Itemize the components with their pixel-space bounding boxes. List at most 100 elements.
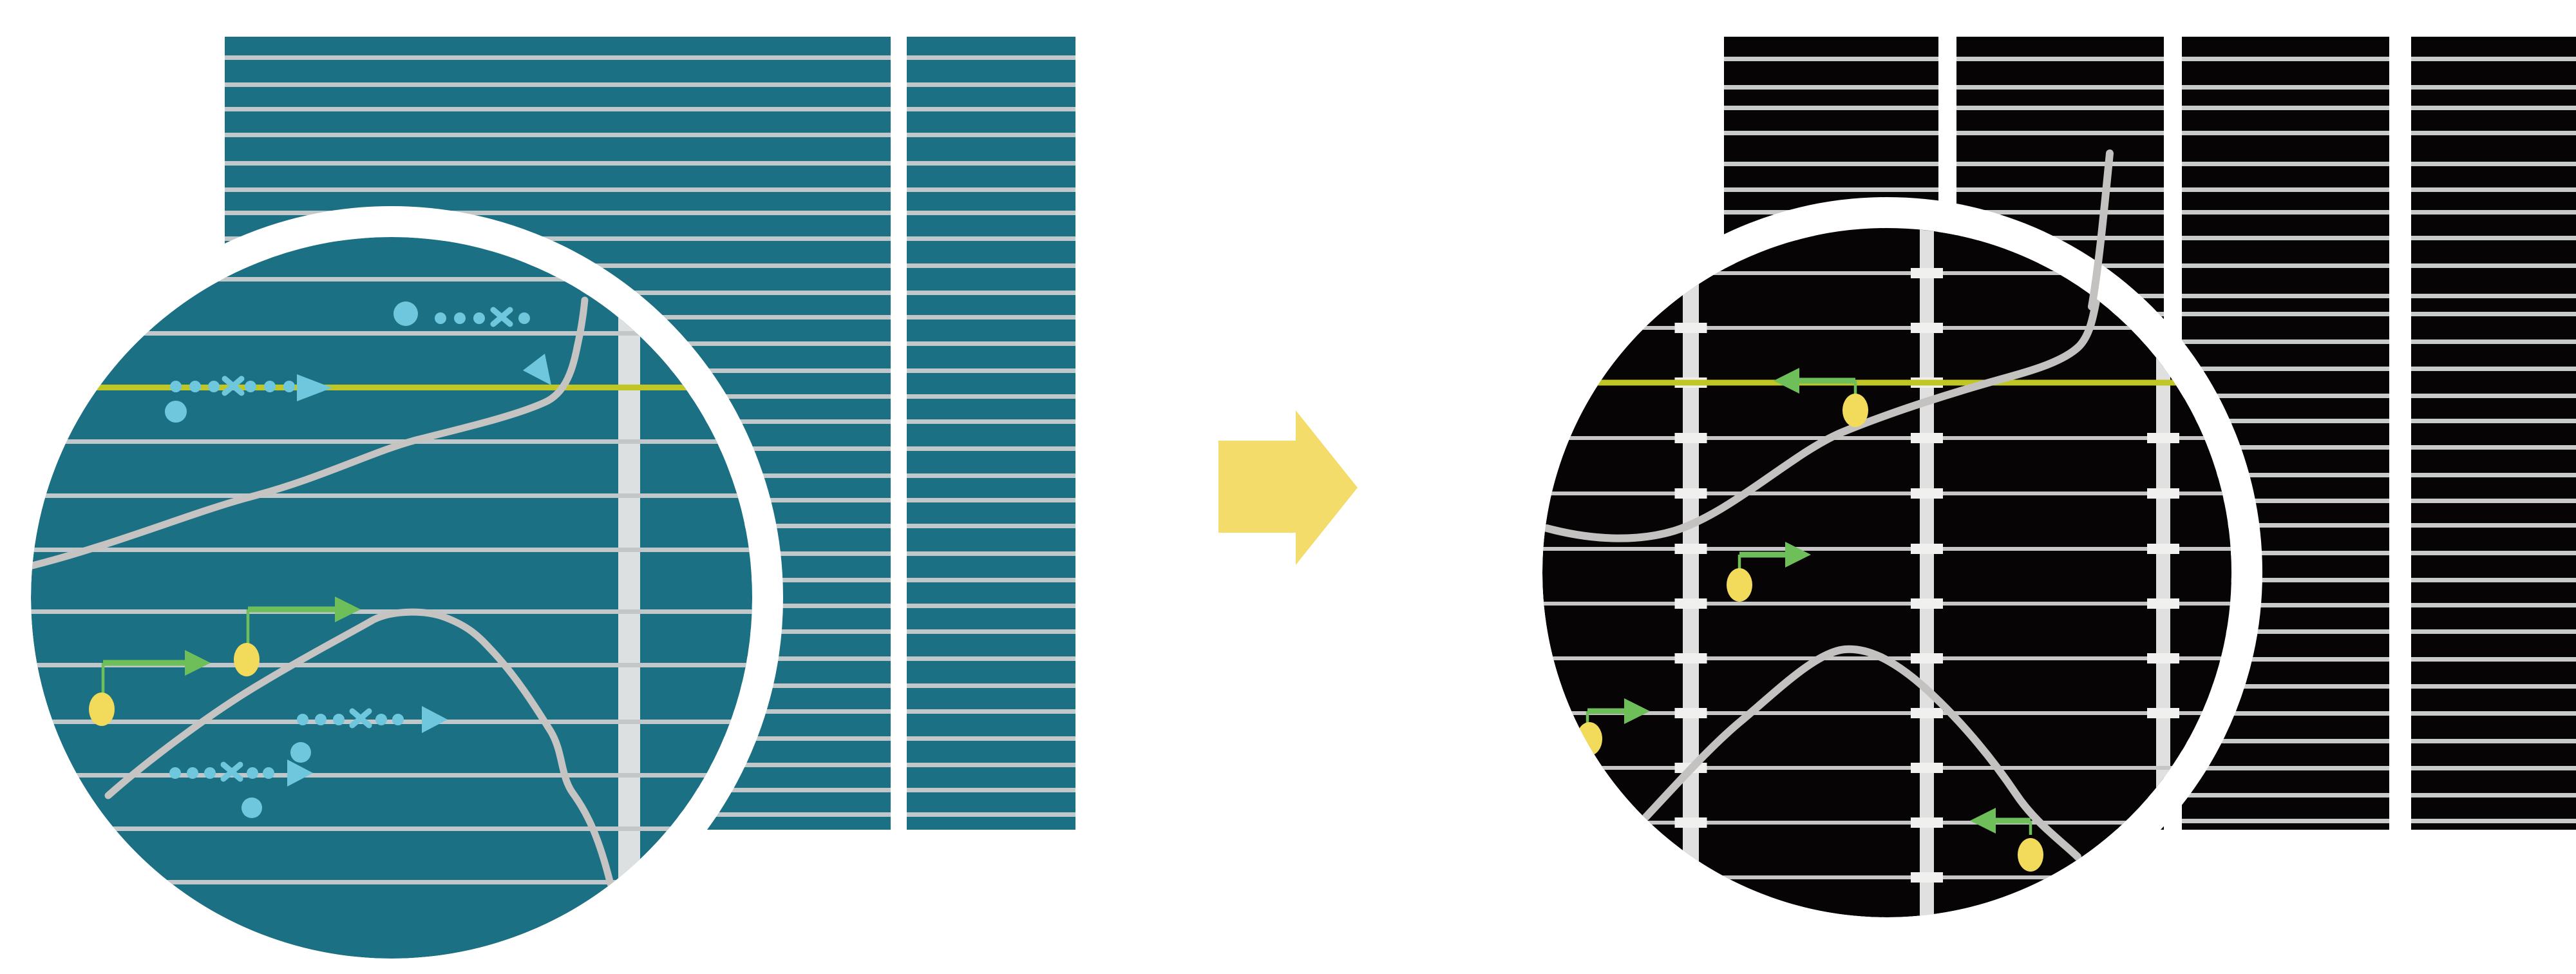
transform-arrow bbox=[1218, 410, 1358, 565]
blue-defect-arrow bbox=[290, 706, 448, 763]
busbar bbox=[1683, 228, 1699, 917]
grid-finger-line bbox=[1956, 57, 2164, 61]
magnified-finger-line bbox=[1542, 492, 2231, 495]
yellow-defect-dot bbox=[1727, 568, 1752, 602]
blue-arrow-head bbox=[287, 759, 313, 787]
grid-finger-line bbox=[1956, 85, 2164, 90]
grid-finger-line bbox=[907, 419, 1075, 424]
busbar-tick bbox=[1911, 653, 1943, 664]
blue-arrow-head bbox=[297, 374, 332, 401]
grid-finger-line bbox=[2411, 394, 2576, 398]
grid-finger-line bbox=[2182, 819, 2389, 823]
busbar-tick bbox=[1674, 488, 1707, 499]
yellow-busbar-line bbox=[31, 385, 752, 390]
grid-finger-line bbox=[2182, 294, 2389, 298]
grid-finger-line bbox=[907, 133, 1075, 137]
blue-origin-dot bbox=[393, 301, 418, 326]
grid-finger-line bbox=[1956, 131, 2164, 135]
grid-finger-line bbox=[907, 656, 1075, 661]
grid-finger-line bbox=[2182, 793, 2389, 797]
busbar-tick bbox=[1911, 544, 1943, 554]
diagram-root bbox=[0, 37, 2576, 974]
grid-finger-line bbox=[1724, 162, 1938, 166]
blue-dot bbox=[264, 381, 276, 392]
magnified-finger-line bbox=[1542, 326, 2231, 330]
crack-line bbox=[31, 296, 589, 569]
busbar-tick bbox=[1674, 817, 1707, 828]
grid-finger-line bbox=[1724, 106, 1938, 110]
blue-cross-mark bbox=[490, 307, 513, 327]
busbar bbox=[2156, 228, 2170, 917]
grid-finger-line bbox=[2411, 57, 2576, 61]
grid-finger-line bbox=[1956, 162, 2164, 166]
green-arrow-head bbox=[185, 650, 211, 676]
grid-finger-line bbox=[2182, 131, 2389, 135]
crack-line bbox=[1543, 287, 2102, 542]
magnifier-content bbox=[1542, 228, 2231, 917]
grid-finger-line bbox=[2411, 131, 2576, 135]
busbar-tick bbox=[1674, 544, 1707, 554]
blue-dot bbox=[245, 381, 256, 392]
grid-finger-line bbox=[1724, 57, 1938, 61]
magnified-finger-line bbox=[31, 720, 752, 724]
grid-finger-line bbox=[2182, 445, 2389, 450]
blue-dot bbox=[315, 714, 327, 725]
grid-finger-line bbox=[2182, 578, 2389, 582]
grid-finger-line bbox=[907, 683, 1075, 688]
blue-dot bbox=[283, 381, 295, 392]
grid-finger-line bbox=[2182, 739, 2389, 743]
grid-finger-line bbox=[2411, 339, 2576, 344]
grid-finger-line bbox=[907, 812, 1075, 817]
grid-finger-line bbox=[2182, 473, 2389, 477]
magnified-finger-line bbox=[31, 277, 752, 282]
blue-cross-mark bbox=[349, 708, 372, 729]
grid-finger-line bbox=[907, 498, 1075, 502]
busbar-tick bbox=[1911, 763, 1943, 773]
grid-finger-line bbox=[2182, 187, 2389, 192]
yellow-defect-dot bbox=[89, 692, 115, 726]
busbar-tick bbox=[1911, 872, 1943, 883]
blue-dot bbox=[187, 767, 198, 779]
grid-finger-line bbox=[2182, 85, 2389, 90]
grid-finger-line bbox=[2411, 263, 2576, 268]
grid-finger-line bbox=[907, 604, 1075, 608]
grid-finger-line bbox=[2411, 578, 2576, 582]
grid-finger-line bbox=[2182, 57, 2389, 61]
grid-finger-line bbox=[2411, 367, 2576, 371]
green-defect-arrow bbox=[1727, 542, 1811, 602]
grid-finger-line bbox=[907, 629, 1075, 634]
blue-dot bbox=[208, 381, 220, 392]
panel-column bbox=[2411, 37, 2576, 830]
blue-defect-arrow bbox=[165, 374, 332, 423]
grid-finger-line bbox=[225, 187, 891, 192]
crack-line bbox=[104, 608, 614, 888]
busbar-tick bbox=[1911, 598, 1943, 609]
yellow-defect-dot bbox=[1842, 394, 1868, 427]
busbar-tick bbox=[1674, 708, 1707, 718]
grid-finger-line bbox=[907, 82, 1075, 87]
grid-finger-line bbox=[2411, 499, 2576, 503]
grid-finger-line bbox=[907, 709, 1075, 714]
busbar-tick bbox=[1674, 653, 1707, 664]
grid-finger-line bbox=[2182, 162, 2389, 166]
yellow-defect-dot bbox=[234, 643, 260, 676]
grid-finger-line bbox=[907, 341, 1075, 346]
grid-finger-line bbox=[907, 263, 1075, 268]
blue-cross-mark bbox=[222, 376, 245, 396]
grid-finger-line bbox=[1724, 187, 1938, 192]
blue-dot bbox=[204, 767, 216, 779]
busbar-tick bbox=[2147, 598, 2179, 609]
blue-defect-arrow bbox=[169, 759, 313, 818]
grid-finger-line bbox=[2182, 766, 2389, 770]
yellow-defect-dot bbox=[2018, 838, 2043, 872]
green-arrow-head bbox=[1970, 808, 1996, 834]
grid-finger-line bbox=[907, 524, 1075, 528]
busbar-tick bbox=[2147, 708, 2179, 718]
green-defect-arrow bbox=[89, 650, 211, 726]
grid-finger-line bbox=[2182, 684, 2389, 689]
grid-finger-line bbox=[907, 578, 1075, 582]
busbar-tick bbox=[1911, 323, 1943, 333]
magnified-finger-line bbox=[1542, 875, 2231, 879]
grid-finger-line bbox=[907, 236, 1075, 241]
